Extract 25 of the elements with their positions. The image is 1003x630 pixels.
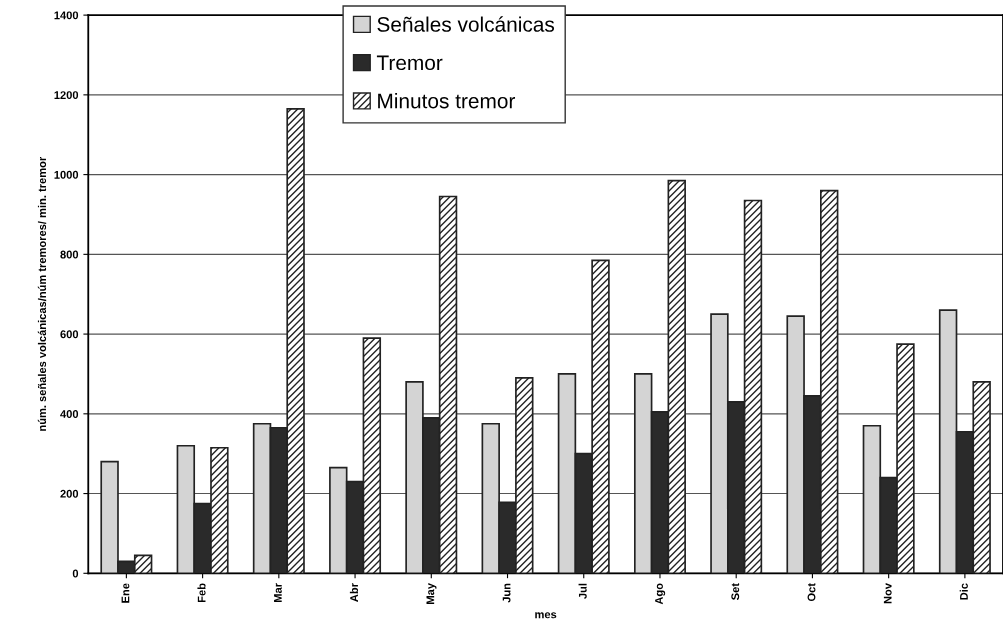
y-tick-label: 1400 — [54, 11, 79, 20]
x-tick-label: Jul — [578, 583, 587, 599]
y-tick-label: 600 — [60, 330, 79, 339]
x-tick-label: May — [426, 583, 437, 604]
x-tick-label: Set — [731, 583, 740, 600]
x-tick-label: Oct — [807, 583, 816, 602]
y-tick-label: 0 — [72, 569, 79, 578]
y-axis-title: núm. señales volcánicas/núm tremores/ min. tremor — [37, 156, 47, 431]
x-tick-label: Nov — [883, 583, 892, 604]
y-tick-label: 1000 — [54, 170, 79, 179]
y-tick-label: 400 — [60, 410, 79, 418]
x-tick-label: Ene — [121, 583, 130, 603]
x-tick-label: Abr — [349, 583, 359, 602]
x-tick-label: Feb — [197, 583, 206, 603]
x-tick-label: Mar — [274, 583, 282, 603]
x-tick-label: Jun — [502, 583, 511, 603]
y-tick-label: 1200 — [54, 91, 79, 99]
x-tick-label: Dic — [959, 583, 968, 600]
legend-label: Tremor — [376, 55, 443, 71]
x-axis-title: mes — [535, 612, 557, 619]
y-tick-label: 200 — [60, 489, 79, 498]
x-tick-label: Ago — [655, 583, 666, 605]
legend-label: Señales volcánicas — [377, 16, 555, 32]
legend-label: Minutos tremor — [378, 93, 516, 109]
y-tick-label: 800 — [60, 250, 79, 259]
